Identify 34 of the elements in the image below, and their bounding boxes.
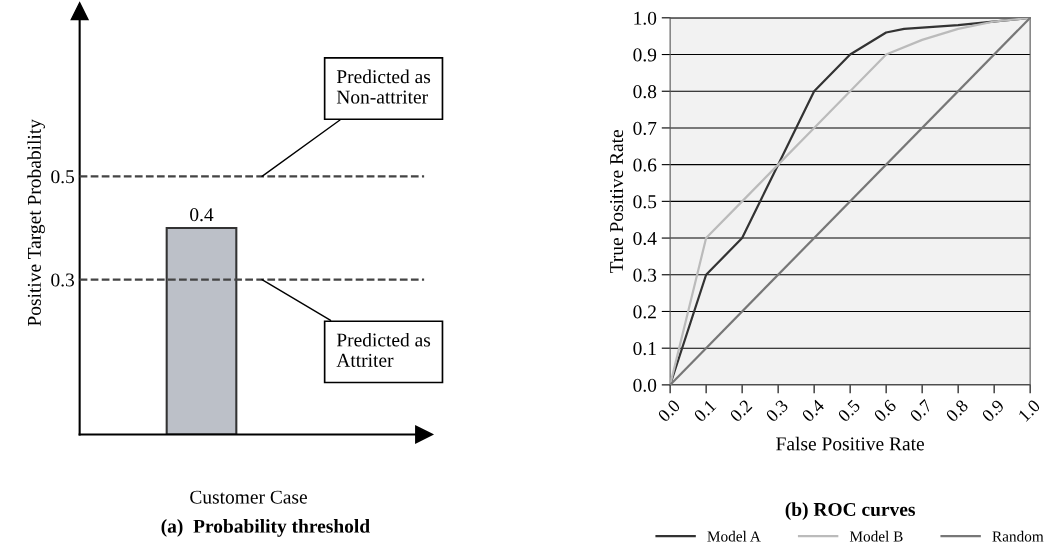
y-tick-label: 0.6: [633, 158, 657, 172]
x-tick-label: 0.8: [945, 398, 969, 423]
x-tick-label: 0.7: [909, 398, 933, 423]
y-tick-label: 0.1: [633, 342, 656, 356]
x-axis-title: Customer Case: [190, 490, 307, 504]
y-tick-label: 0.4: [633, 231, 657, 246]
y-tick-label: 1.0: [634, 11, 657, 25]
y-tick-label: 0.8: [633, 85, 657, 99]
legend-label: Random: [992, 530, 1044, 542]
x-tick-label: 1.0: [1017, 398, 1041, 422]
text: (b) ROC curves: [785, 502, 915, 520]
legend-label: Model B: [849, 530, 903, 542]
x-tick-label: 0.1: [693, 399, 717, 423]
y-tick-label: 0.3: [633, 268, 657, 282]
data-label: 0.4: [190, 208, 214, 222]
x-tick-label: 0.4: [801, 398, 826, 423]
x-tick-label: 0.6: [873, 398, 897, 423]
y-tick-label: 0.7: [633, 121, 657, 135]
ref-line-label: Predicted as Non-attriter: [336, 69, 431, 104]
x-tick-label: 0.5: [837, 398, 861, 423]
y-tick-label: 0.0: [633, 378, 657, 392]
x-tick-label: 0.0: [657, 398, 681, 423]
y-tick-label: 0.9: [633, 48, 657, 62]
y-tick-label: 0.2: [633, 305, 656, 319]
text: (a) Probability threshold: [161, 519, 370, 537]
y-axis-title: Positive Target Probability: [27, 119, 45, 326]
x-tick-label: 0.9: [981, 398, 1005, 423]
x-axis-title: False Positive Rate: [776, 436, 924, 451]
legend-label: Model A: [707, 530, 761, 542]
y-tick-label: 0.5: [633, 195, 657, 209]
x-tick-label: 0.3: [765, 398, 789, 423]
ref-line-label: Predicted as Attriter: [336, 332, 431, 367]
y-axis-title: True Positive Rate: [610, 130, 624, 274]
x-tick-label: 0.2: [729, 399, 753, 423]
